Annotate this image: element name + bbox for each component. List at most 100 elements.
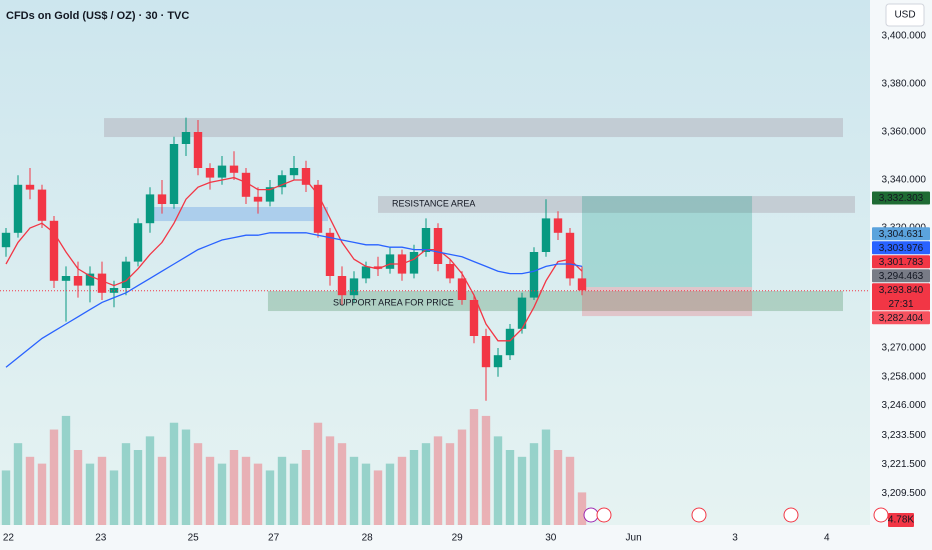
currency-label: USD <box>894 10 915 21</box>
volume-bar <box>61 415 71 525</box>
candle-body <box>217 165 227 178</box>
volume-bar <box>277 456 287 525</box>
volume-bar <box>121 443 131 525</box>
volume-bar <box>301 450 311 525</box>
event-icon[interactable] <box>596 507 612 523</box>
volume-bar <box>169 422 179 525</box>
volume-bar <box>1 470 11 525</box>
zone <box>378 196 855 213</box>
volume-bar <box>397 456 407 525</box>
volume-bar <box>409 450 419 525</box>
price-label: 3,293.840 <box>879 285 924 296</box>
volume-bar <box>541 429 551 525</box>
candle-body <box>133 223 143 262</box>
moving-average <box>5 232 583 368</box>
price-label-box <box>872 283 930 311</box>
y-tick-label: 3,233.500 <box>882 430 927 441</box>
annotation: SUPPORT AREA FOR PRICE <box>333 297 454 307</box>
volume-bar <box>469 409 479 525</box>
position-stop <box>582 287 753 317</box>
candle-body <box>157 194 167 204</box>
moving-average <box>5 176 583 342</box>
y-tick-label: 3,360.000 <box>882 127 927 138</box>
volume-bar <box>157 456 167 525</box>
candle-body <box>37 189 47 221</box>
volume-bar <box>229 450 239 525</box>
volume-label: 4.78K <box>888 515 914 526</box>
volume-bar <box>313 422 323 525</box>
candle-body <box>349 278 359 296</box>
volume-bar <box>217 463 227 525</box>
candle-body <box>337 276 347 296</box>
volume-bar <box>25 456 35 525</box>
candle-body <box>529 252 539 298</box>
candle-body <box>469 300 479 336</box>
candle-body <box>577 278 587 291</box>
candle-body <box>25 184 35 190</box>
y-tick-label: 3,400.000 <box>882 31 927 42</box>
candle-body <box>205 168 215 178</box>
candle-body <box>277 175 287 188</box>
currency-button[interactable] <box>885 3 925 27</box>
candle-body <box>313 184 323 233</box>
candle-body <box>301 168 311 185</box>
volume-bar <box>505 450 515 525</box>
event-icon[interactable] <box>583 507 599 523</box>
candle-body <box>565 232 575 279</box>
event-icon[interactable] <box>783 507 799 523</box>
candle-body <box>169 144 179 204</box>
volume-bar <box>553 450 563 525</box>
candle-body <box>457 278 467 300</box>
zone <box>147 207 328 222</box>
price-label-box <box>872 311 930 325</box>
candle-body <box>541 218 551 252</box>
price-label-box <box>872 269 930 283</box>
volume-bar <box>529 443 539 525</box>
volume-bar <box>49 429 59 525</box>
candle-body <box>49 220 59 281</box>
candle-body <box>1 232 11 248</box>
volume-bar <box>373 470 383 525</box>
candle-body <box>493 355 503 368</box>
candle-body <box>445 264 455 279</box>
volume-bar <box>565 456 575 525</box>
candle-body <box>361 266 371 279</box>
x-tick-label: 3 <box>732 533 738 544</box>
volume-bar <box>181 429 191 525</box>
countdown: 27:31 <box>888 299 913 310</box>
y-tick-label: 3,270.000 <box>882 343 927 354</box>
volume-bar <box>517 456 527 525</box>
candle-body <box>421 228 431 252</box>
volume-bar <box>145 436 155 525</box>
time-axis-background <box>0 525 870 550</box>
candle-body <box>145 194 155 224</box>
candle-body <box>193 132 203 168</box>
candle-body <box>229 165 239 173</box>
candle-body <box>373 266 383 269</box>
event-icon[interactable] <box>873 507 889 523</box>
volume-bar <box>85 463 95 525</box>
volume-bar <box>493 436 503 525</box>
annotation: RESISTANCE AREA <box>392 198 475 208</box>
price-label-box <box>872 255 930 269</box>
volume-bar <box>109 470 119 525</box>
candle-body <box>253 196 263 202</box>
candle-body <box>121 261 131 288</box>
volume-bar <box>457 429 467 525</box>
event-icon[interactable] <box>691 507 707 523</box>
volume-bar <box>289 463 299 525</box>
candle-body <box>481 336 491 368</box>
y-tick-label: 3,380.000 <box>882 79 927 90</box>
x-tick-label: 28 <box>362 533 374 544</box>
position-target <box>582 196 753 288</box>
x-tick-label: 22 <box>3 533 15 544</box>
candle-body <box>289 168 299 176</box>
x-tick-label: 30 <box>545 533 557 544</box>
price-label-box <box>872 191 930 205</box>
price-label: 3,303.976 <box>879 243 924 254</box>
volume-label-box <box>888 513 914 527</box>
candle-body <box>517 297 527 329</box>
candle-body <box>61 276 71 281</box>
volume-bar <box>73 450 83 525</box>
